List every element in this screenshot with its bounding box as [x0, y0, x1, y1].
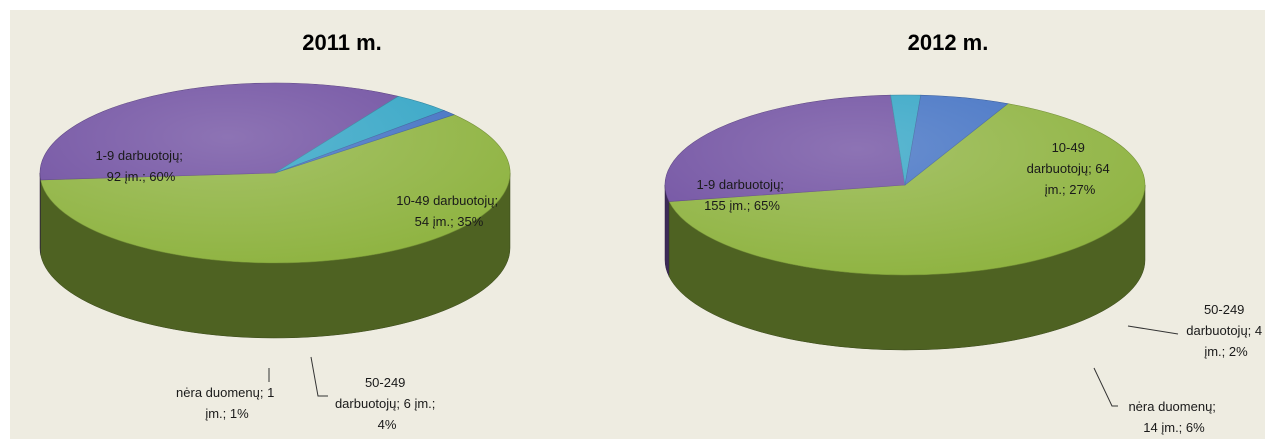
slice-label-1-9: 1-9 darbuotojų; 155 įm.; 65%	[696, 177, 787, 213]
pie-highlight	[665, 95, 1145, 275]
leader-line-50-249	[310, 356, 328, 397]
pie-2012	[664, 94, 1146, 351]
slice-label-nera-duomenu: nėra duomenų; 1 įm.; 1%	[176, 385, 278, 421]
slice-label-nera-duomenu: nėra duomenų; 14 įm.; 6%	[1128, 399, 1219, 435]
pie-chart-2011: 2011 m. 1-9 darbuotojų; 92 įm.; 60% 10-4…	[39, 30, 511, 432]
pie-highlight	[40, 83, 510, 263]
slice-label-50-249: 50-249 darbuotojų; 4 įm.; 2%	[1186, 302, 1266, 359]
slice-label-10-49: 10-49 darbuotojų; 64 įm.; 27%	[1027, 140, 1114, 197]
pie-chart-2012: 2012 m. 1-9 darbuotojų; 155 įm.; 65% 10-…	[664, 30, 1266, 435]
slice-label-50-249: 50-249 darbuotojų; 6 įm.; 4%	[335, 375, 439, 432]
chart-title: 2012 m.	[908, 30, 989, 55]
slice-label-1-9: 1-9 darbuotojų; 92 įm.; 60%	[95, 148, 186, 184]
pie-2011	[39, 82, 511, 339]
leader-line-50-249	[1127, 325, 1179, 335]
slice-label-10-49: 10-49 darbuotojų; 54 įm.; 35%	[396, 193, 502, 229]
leader-line-nera-duomenu	[1093, 367, 1118, 407]
chart-title: 2011 m.	[302, 30, 382, 55]
